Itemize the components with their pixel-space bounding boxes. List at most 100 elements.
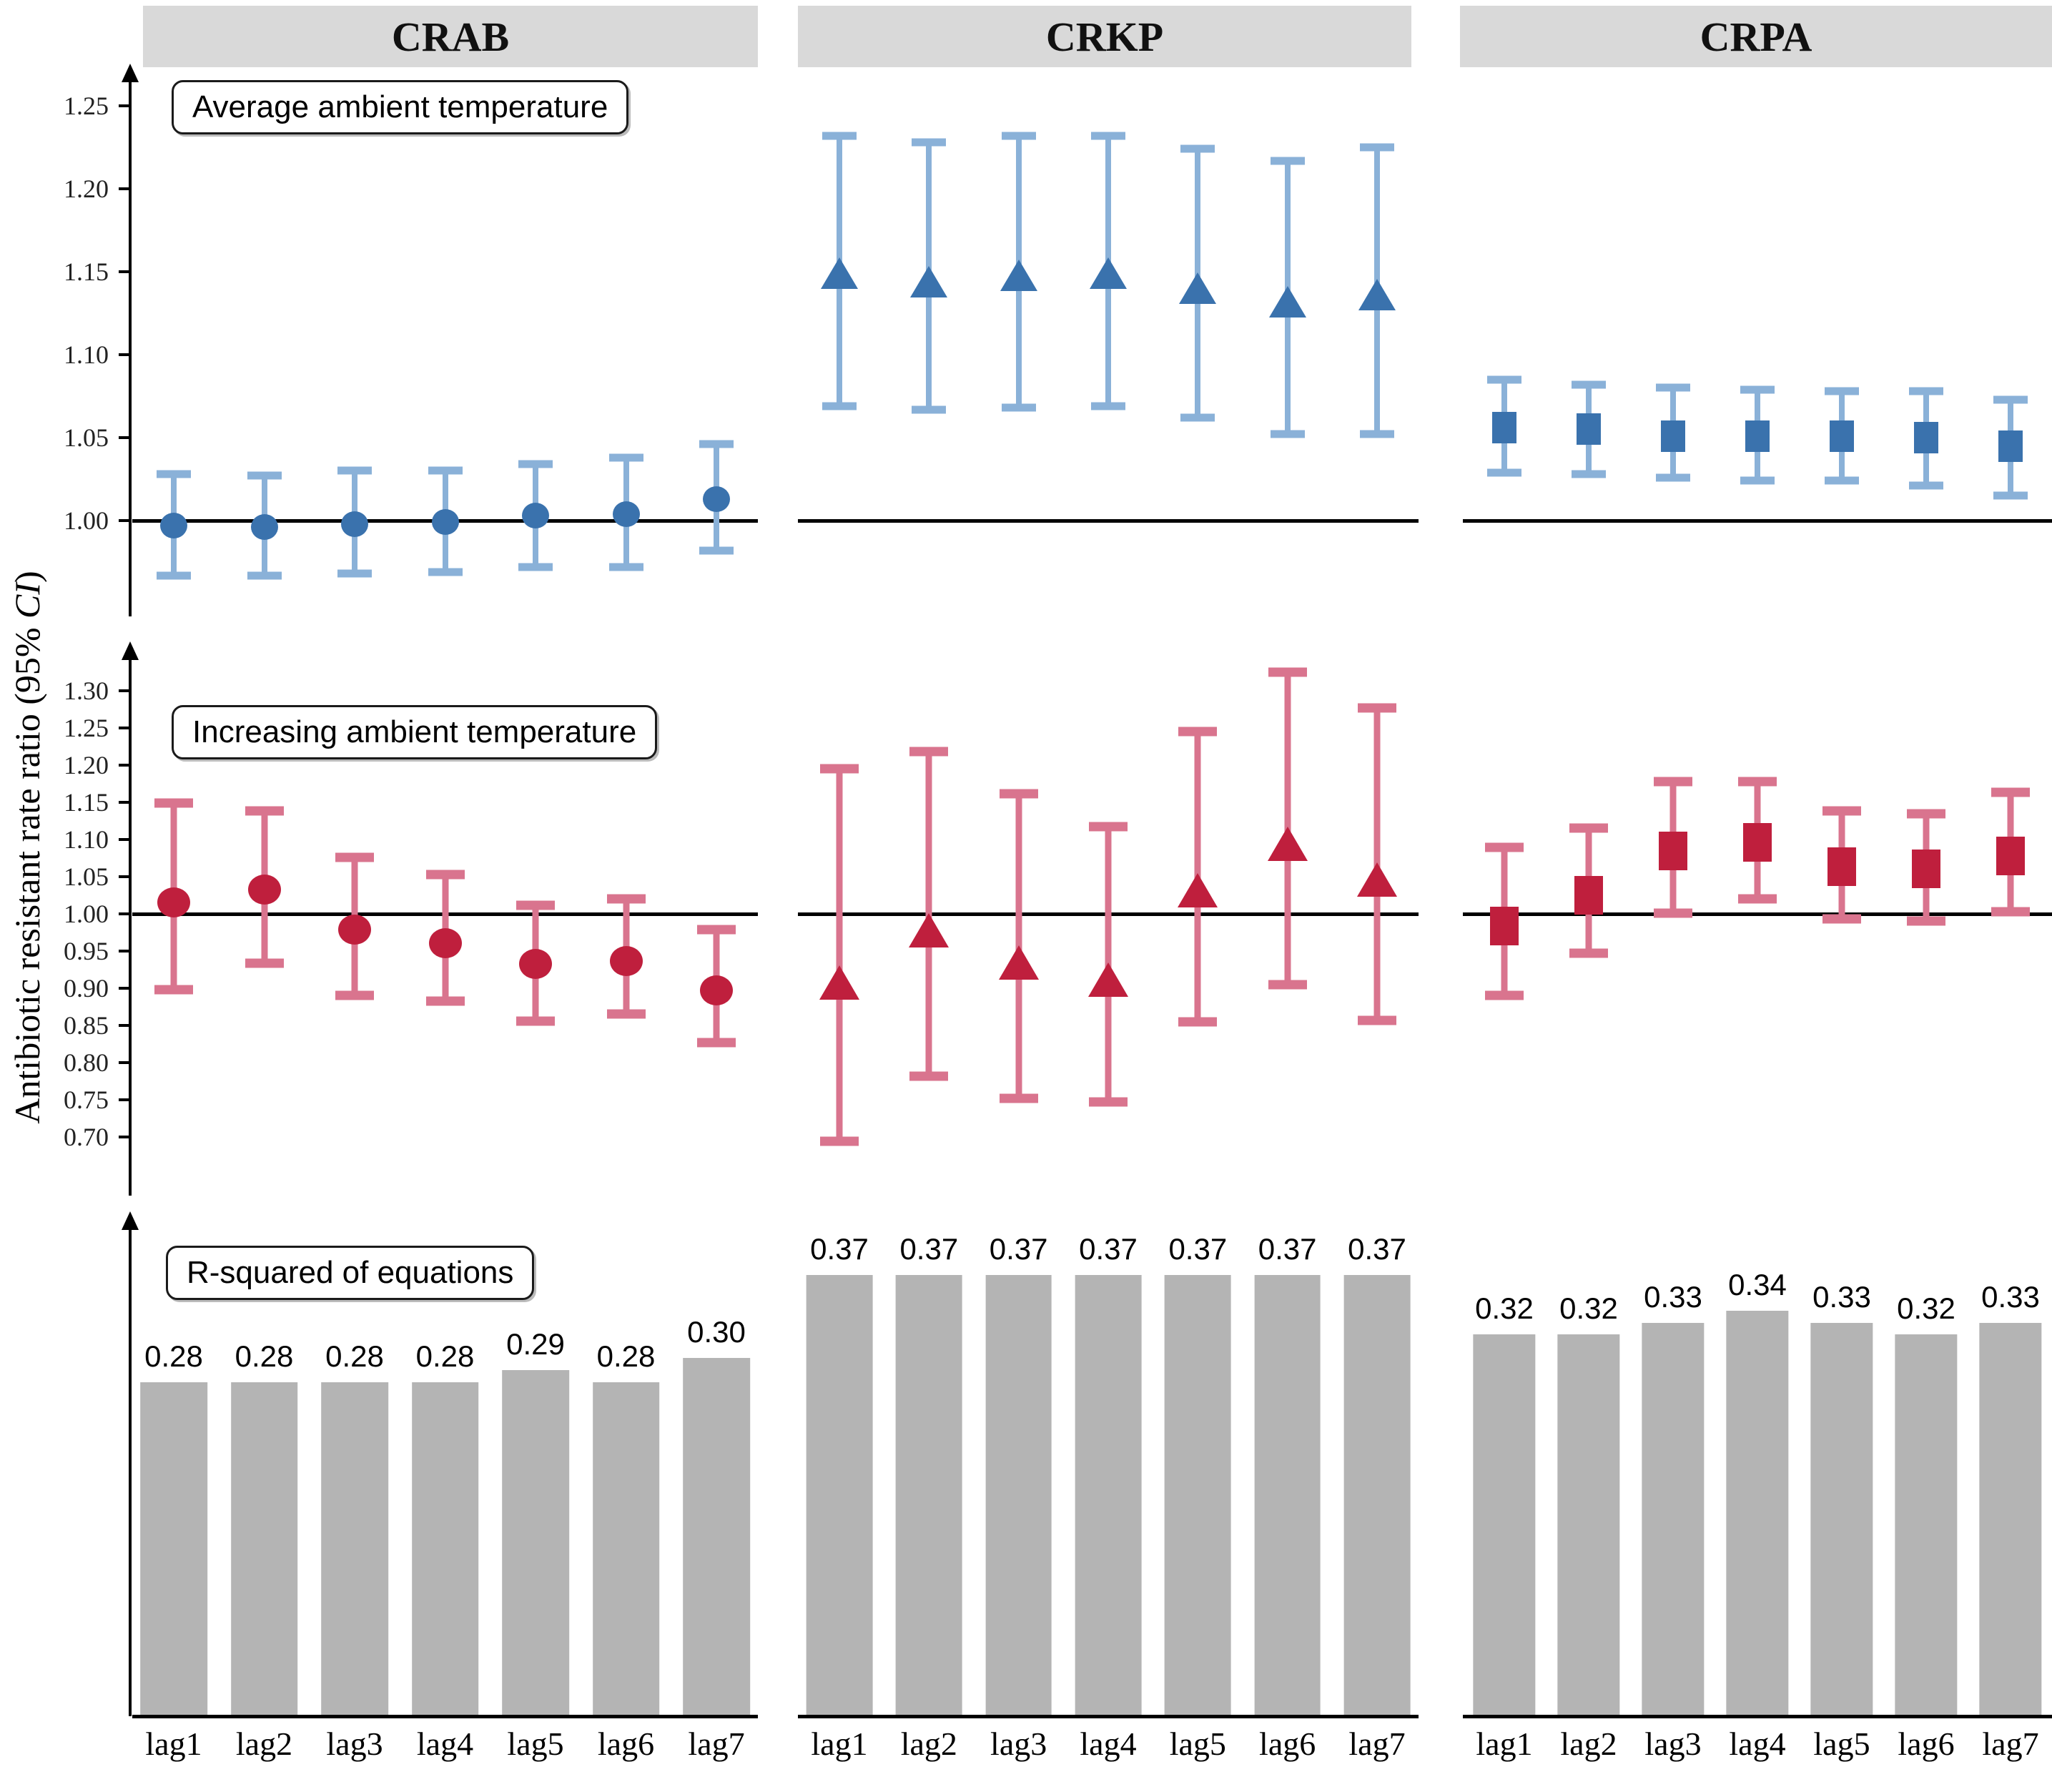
ref-line-1_00-row1-col2 (1463, 912, 2052, 916)
errorbar-cap-top (335, 852, 374, 862)
errorbar-cap-bottom (1907, 916, 1945, 926)
y-tick-label-row1: 0.75 (64, 1085, 109, 1114)
rsquared-value-CRPA-lag7: 0.33 (1981, 1279, 2040, 1314)
errorbar-cap-bottom (697, 1038, 736, 1048)
errorbar-cap-top (1360, 143, 1394, 152)
errorbar-cap-top (699, 440, 734, 448)
errorbar-cap-bottom (157, 571, 191, 580)
y-tick-row0 (119, 187, 130, 190)
marker-triangle-CRKP-lag3 (998, 945, 1039, 980)
errorbar-cap-bottom (1825, 476, 1859, 485)
errorbar-cap-top (1268, 667, 1307, 677)
rsquared-bar-CRKP-lag4 (1075, 1275, 1142, 1715)
errorbar-cap-top (1822, 806, 1861, 816)
x-tick-label-CRKP-lag6: lag6 (1259, 1725, 1316, 1762)
y-tick-row0 (119, 104, 130, 107)
errorbar-cap-bottom (425, 996, 465, 1006)
y-tick-row1 (119, 1024, 130, 1027)
marker-triangle-CRKP-lag6 (1267, 827, 1308, 862)
rsquared-bar-CRPA-lag2 (1557, 1334, 1620, 1715)
y-tick-label-row0: 1.15 (64, 257, 109, 286)
ref-line-1_00-row0-col2 (1463, 519, 2052, 523)
y-tick-label-row1: 1.10 (64, 825, 109, 854)
errorbar-cap-bottom (1268, 980, 1307, 990)
rsquared-value-CRAB-lag3: 0.28 (325, 1339, 384, 1373)
x-tick-label-CRKP-lag2: lag2 (900, 1725, 957, 1762)
errorbar-cap-bottom (606, 1009, 646, 1019)
errorbar-cap-bottom (999, 1093, 1038, 1103)
y-tick-label-row0: 1.20 (64, 174, 109, 203)
x-tick-label-CRPA-lag3: lag3 (1644, 1725, 1702, 1762)
errorbar-cap-bottom (1991, 907, 2030, 917)
y-tick-label-row1: 0.95 (64, 937, 109, 965)
marker-triangle-CRKP-lag5 (1178, 872, 1218, 907)
x-tick-label-CRPA-lag7: lag7 (1982, 1725, 2039, 1762)
marker-square-CRPA-lag5 (1830, 420, 1854, 452)
errorbar-cap-bottom (1360, 430, 1394, 438)
marker-circle-CRAB-lag3 (338, 914, 371, 945)
errorbar-cap-top (608, 453, 643, 462)
errorbar-CRKP-row1-lag1 (836, 769, 843, 1142)
x-tick-label-CRPA-lag2: lag2 (1560, 1725, 1617, 1762)
column-header-crkp: CRKP (798, 6, 1411, 67)
errorbar-cap-top (1001, 132, 1036, 140)
rsquared-bar-CRKP-lag2 (895, 1275, 962, 1715)
errorbar-cap-bottom (1654, 908, 1692, 918)
rsquared-bar-CRPA-lag5 (1810, 1322, 1873, 1715)
ref-line-1_00-row0-col1 (798, 519, 1419, 523)
marker-circle-CRAB-lag2 (250, 514, 278, 541)
rsquared-value-CRAB-lag2: 0.28 (235, 1339, 294, 1373)
marker-circle-CRAB-lag4 (431, 509, 459, 536)
y-tick-label-row1: 1.25 (64, 714, 109, 742)
marker-square-CRPA-lag4 (1745, 420, 1770, 452)
marker-triangle-CRKP-lag4 (1090, 257, 1127, 290)
y-axis-arrow-icon-row2 (122, 1211, 139, 1230)
marker-triangle-CRKP-lag1 (819, 965, 859, 1000)
errorbar-cap-top (1825, 387, 1859, 395)
errorbar-cap-top (820, 764, 859, 774)
y-tick-label-row1: 1.15 (64, 788, 109, 817)
errorbar-cap-top (1993, 395, 2028, 404)
errorbar-cap-top (516, 900, 555, 910)
errorbar-cap-bottom (909, 1071, 949, 1081)
errorbar-cap-bottom (335, 990, 374, 1000)
y-tick-label-row0: 1.25 (64, 92, 109, 120)
y-axis-title-close: ) (7, 571, 47, 583)
errorbar-cap-bottom (1569, 948, 1608, 958)
rsquared-value-CRKP-lag3: 0.37 (989, 1232, 1048, 1266)
errorbar-cap-top (1089, 822, 1128, 832)
errorbar-cap-top (1358, 703, 1396, 713)
errorbar-cap-bottom (1180, 413, 1215, 422)
x-tick-label-CRAB-lag3: lag3 (326, 1725, 383, 1762)
rsquared-value-CRAB-lag6: 0.28 (596, 1339, 656, 1373)
marker-triangle-CRKP-lag1 (821, 257, 858, 290)
x-tick-label-CRPA-lag5: lag5 (1813, 1725, 1870, 1762)
rsquared-value-CRAB-lag5: 0.29 (506, 1327, 565, 1362)
errorbar-cap-bottom (1572, 470, 1606, 478)
y-tick-row1 (119, 950, 130, 952)
x-tick-label-CRKP-lag3: lag3 (990, 1725, 1047, 1762)
marker-triangle-CRKP-lag4 (1088, 962, 1128, 997)
marker-square-CRPA-lag6 (1912, 849, 1940, 888)
rsquared-bar-CRPA-lag6 (1895, 1334, 1958, 1715)
x-tick-label-CRKP-lag7: lag7 (1348, 1725, 1406, 1762)
errorbar-cap-bottom (1740, 476, 1775, 485)
errorbar-cap-top (425, 870, 465, 880)
y-tick-row1 (119, 727, 130, 729)
y-tick-row1 (119, 912, 130, 915)
y-axis-line-row0 (129, 81, 132, 616)
errorbar-cap-top (1740, 385, 1775, 394)
y-tick-row1 (119, 875, 130, 878)
y-tick-row0 (119, 270, 130, 273)
marker-circle-CRAB-lag7 (703, 486, 730, 512)
x-tick-label-CRAB-lag4: lag4 (416, 1725, 474, 1762)
column-header-crpa: CRPA (1460, 6, 2052, 67)
x-tick-label-CRAB-lag7: lag7 (688, 1725, 745, 1762)
rsquared-value-CRKP-lag5: 0.37 (1168, 1232, 1228, 1266)
rsquared-value-CRPA-lag2: 0.32 (1559, 1291, 1618, 1326)
errorbar-cap-top (1656, 383, 1690, 392)
errorbar-cap-bottom (337, 569, 372, 578)
rsquared-bar-CRAB-lag5 (502, 1370, 569, 1715)
y-tick-label-row1: 1.20 (64, 751, 109, 779)
